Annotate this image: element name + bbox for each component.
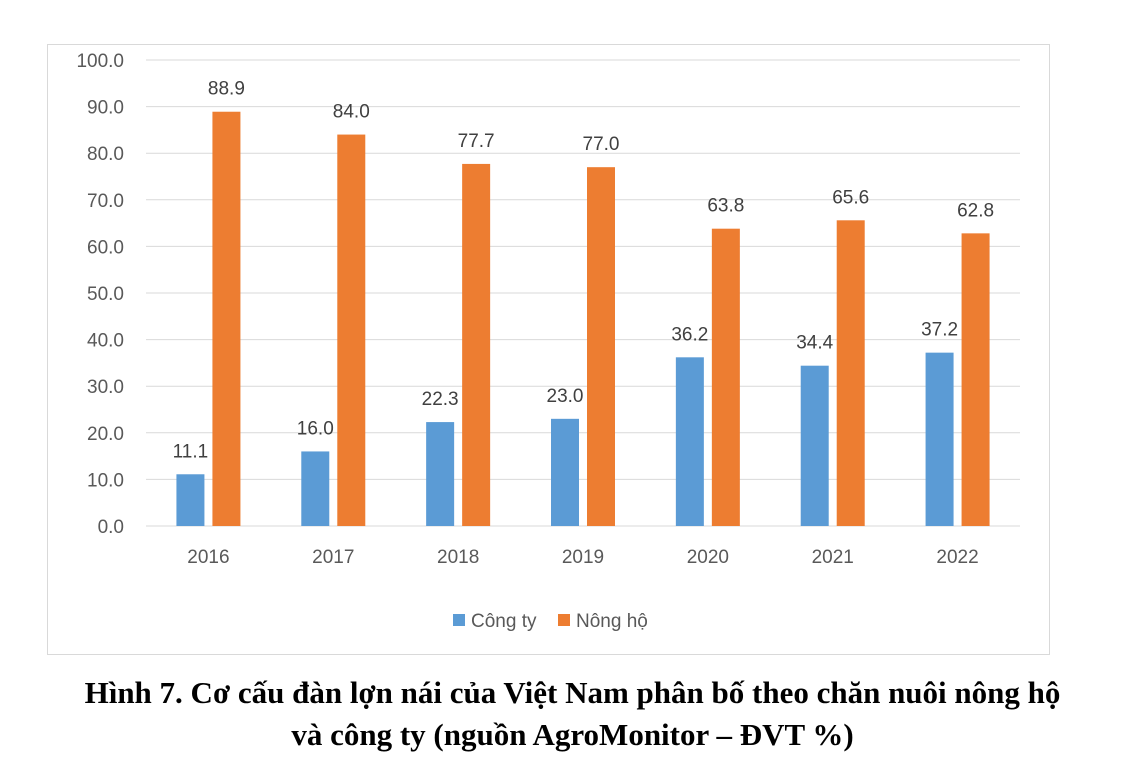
- x-tick-label: 2017: [312, 547, 354, 568]
- data-label: 37.2: [921, 320, 958, 341]
- data-label: 36.2: [671, 324, 708, 345]
- bar-nong-ho: [836, 220, 865, 526]
- bar-cong-ty: [176, 474, 205, 526]
- bar-nong-ho: [711, 228, 740, 526]
- caption-line-2: và công ty (nguồn AgroMonitor – ĐVT %): [291, 717, 854, 752]
- data-label: 22.3: [422, 389, 459, 410]
- bar-cong-ty: [426, 422, 455, 526]
- y-tick-label: 60.0: [87, 237, 124, 258]
- caption-line-1: Hình 7. Cơ cấu đàn lợn nái của Việt Nam …: [84, 675, 1061, 710]
- data-label: 23.0: [547, 386, 584, 407]
- data-label: 62.8: [957, 200, 994, 221]
- data-label: 84.0: [333, 102, 370, 123]
- bar-nong-ho: [337, 134, 366, 526]
- figure-caption: Hình 7. Cơ cấu đàn lợn nái của Việt Nam …: [0, 672, 1145, 756]
- chart-area: 0.0 10.0 20.0 30.0 40.0 50.0 60.0 70.0 80.0 90.0 1…: [47, 44, 1050, 655]
- bar-nong-ho: [462, 163, 491, 526]
- legend-swatch: [558, 614, 570, 626]
- bar-nong-ho: [212, 111, 241, 526]
- y-tick-label: 100.0: [76, 51, 124, 72]
- legend-label: Công ty: [471, 611, 537, 632]
- data-label: 88.9: [208, 79, 245, 100]
- data-label: 63.8: [707, 196, 744, 217]
- bar-nong-ho: [587, 167, 615, 526]
- y-tick-label: 0.0: [98, 517, 124, 538]
- y-tick-label: 70.0: [87, 191, 124, 212]
- data-label: 77.7: [458, 131, 495, 152]
- y-tick-label: 90.0: [87, 98, 124, 119]
- x-tick-label: 2019: [562, 547, 604, 568]
- x-tick-label: 2018: [437, 547, 479, 568]
- y-tick-label: 10.0: [87, 470, 124, 491]
- y-tick-label: 50.0: [87, 284, 124, 305]
- y-tick-label: 30.0: [87, 377, 124, 398]
- x-tick-label: 2016: [187, 547, 229, 568]
- bar-cong-ty: [675, 357, 704, 526]
- data-label: 77.0: [583, 134, 620, 155]
- legend-label: Nông hộ: [576, 611, 648, 632]
- bar-chart: 0.0 10.0 20.0 30.0 40.0 50.0 60.0 70.0 80.0 90.0 1…: [76, 51, 1020, 632]
- bar-cong-ty: [925, 352, 954, 526]
- legend-swatch: [453, 614, 465, 626]
- data-label: 34.4: [796, 333, 833, 354]
- y-tick-label: 20.0: [87, 424, 124, 445]
- y-tick-label: 80.0: [87, 144, 124, 165]
- x-tick-label: 2022: [936, 547, 978, 568]
- x-tick-label: 2020: [687, 547, 729, 568]
- x-tick-label: 2021: [812, 547, 854, 568]
- data-label: 11.1: [173, 441, 209, 462]
- data-label: 65.6: [832, 187, 869, 208]
- bar-nong-ho: [961, 233, 990, 527]
- bar-cong-ty: [551, 418, 579, 526]
- bar-cong-ty: [800, 365, 829, 526]
- bar-cong-ty: [301, 451, 330, 526]
- y-tick-label: 40.0: [87, 331, 124, 352]
- data-label: 16.0: [297, 418, 334, 439]
